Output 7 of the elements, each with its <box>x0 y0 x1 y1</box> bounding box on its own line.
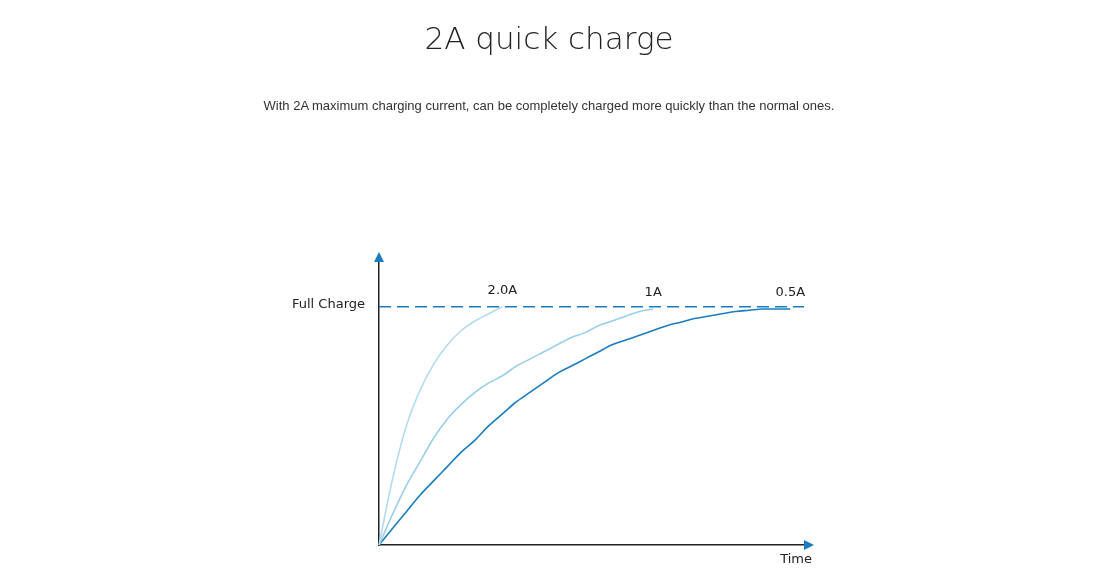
series-label: 1A <box>644 283 662 299</box>
chart-subtitle: With 2A maximum charging current, can be completely charged more quickly than the normal ones. <box>262 98 836 113</box>
chart-title: 2A quick charge <box>423 20 675 56</box>
ref-line-label: Full Charge <box>291 296 365 312</box>
x-axis-title: Time <box>779 550 812 566</box>
series-label: 2.0A <box>487 281 518 297</box>
series-label: 0.5A <box>775 283 806 299</box>
